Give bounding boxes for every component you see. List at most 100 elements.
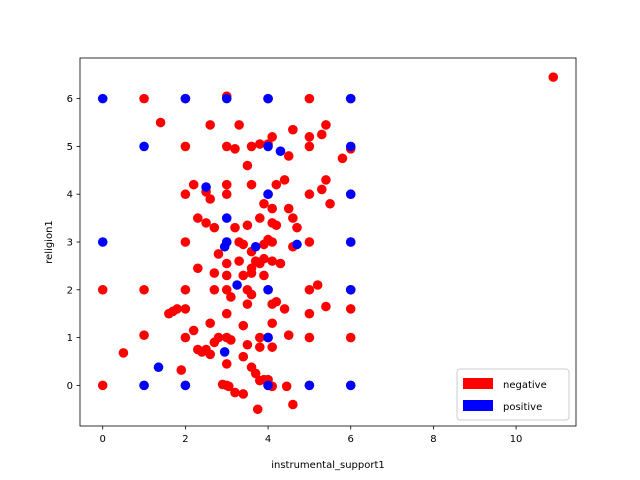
point-negative-19: [246, 141, 257, 152]
point-negative-72: [275, 258, 286, 269]
point-positive-11: [345, 189, 356, 200]
x-tick-label-10: 10: [510, 434, 523, 445]
point-negative-37: [304, 189, 315, 200]
point-negative-12: [288, 124, 298, 135]
y-tick-label-3: 3: [67, 238, 73, 249]
point-negative-147: [238, 389, 249, 399]
point-positive-13: [97, 237, 108, 247]
point-negative-45: [254, 213, 265, 223]
point-negative-94: [242, 299, 253, 309]
point-negative-76: [221, 270, 232, 281]
point-negative-28: [246, 179, 257, 190]
y-axis-ticks: 0 1 2 3 4 5 6: [67, 94, 80, 392]
point-positive-28: [304, 380, 315, 391]
point-positive-8: [345, 141, 356, 152]
point-negative-46: [288, 213, 298, 223]
point-negative-17: [221, 141, 232, 152]
y-tick-label-5: 5: [67, 142, 73, 153]
point-negative-104: [205, 318, 215, 329]
x-axis-ticks: 0 2 4 6 8 10: [100, 426, 523, 445]
point-negative-14: [317, 129, 327, 140]
point-negative-143: [281, 381, 292, 392]
point-negative-42: [267, 203, 278, 214]
legend-swatch-positive: [463, 400, 493, 411]
point-negative-52: [271, 220, 282, 231]
point-negative-49: [209, 222, 220, 233]
y-tick-label-0: 0: [67, 381, 73, 392]
point-positive-1: [180, 93, 191, 104]
point-negative-16: [180, 141, 191, 152]
point-negative-39: [205, 194, 215, 204]
point-positive-24: [153, 362, 164, 373]
point-negative-115: [283, 330, 294, 340]
point-positive-19: [232, 280, 242, 290]
x-tick-label-0: 0: [100, 434, 106, 445]
legend-label-negative: negative: [503, 380, 547, 391]
legend-swatch-negative: [463, 378, 493, 389]
point-negative-63: [304, 237, 315, 247]
point-negative-22: [304, 141, 315, 152]
point-positive-7: [275, 146, 286, 156]
point-negative-48: [201, 218, 211, 228]
legend: negative positive: [456, 368, 570, 421]
point-positive-9: [201, 182, 211, 192]
point-negative-43: [283, 203, 294, 214]
point-negative-13: [304, 132, 315, 142]
point-negative-65: [213, 249, 224, 259]
point-negative-118: [209, 337, 220, 348]
point-negative-97: [345, 304, 356, 314]
point-negative-128: [221, 359, 232, 369]
x-tick-label-4: 4: [265, 434, 271, 445]
point-negative-131: [250, 368, 261, 379]
point-negative-29: [271, 179, 282, 190]
point-negative-101: [180, 304, 191, 314]
point-negative-119: [242, 339, 253, 350]
point-negative-129: [176, 365, 187, 375]
point-negative-10: [254, 139, 265, 149]
point-negative-23: [337, 153, 348, 164]
point-positive-15: [219, 241, 230, 252]
point-negative-70: [259, 253, 269, 264]
point-negative-140: [224, 381, 234, 392]
point-negative-116: [304, 332, 315, 343]
y-tick-label-6: 6: [67, 94, 73, 105]
point-positive-20: [263, 284, 273, 295]
point-negative-93: [271, 296, 282, 307]
point-negative-87: [304, 284, 315, 295]
point-negative-120: [254, 342, 265, 352]
point-positive-3: [263, 93, 273, 104]
point-negative-41: [259, 198, 269, 209]
point-negative-100: [168, 306, 178, 317]
point-negative-108: [139, 330, 149, 340]
point-negative-9: [234, 120, 244, 130]
point-negative-50: [230, 222, 240, 233]
point-negative-106: [267, 318, 278, 329]
point-negative-80: [97, 284, 108, 295]
point-negative-135: [97, 380, 108, 391]
point-negative-44: [242, 220, 253, 231]
point-positive-29: [345, 380, 356, 391]
point-negative-126: [118, 348, 129, 358]
point-negative-18: [230, 144, 240, 154]
point-negative-40: [325, 198, 335, 209]
point-negative-127: [238, 351, 249, 362]
data-points: [97, 72, 559, 415]
point-negative-84: [221, 284, 232, 295]
point-negative-5: [304, 93, 315, 104]
y-axis-label: religion1: [44, 220, 55, 264]
point-negative-21: [283, 151, 294, 161]
point-negative-103: [304, 308, 315, 319]
point-positive-2: [221, 93, 232, 104]
point-negative-73: [193, 263, 203, 274]
legend-label-positive: positive: [503, 402, 542, 413]
point-negative-112: [226, 335, 236, 345]
x-tick-label-2: 2: [182, 434, 188, 445]
point-positive-10: [263, 189, 273, 200]
point-negative-107: [188, 325, 199, 336]
point-negative-33: [180, 189, 191, 200]
point-positive-6: [263, 141, 273, 152]
point-negative-27: [221, 179, 232, 190]
point-negative-125: [205, 349, 215, 360]
point-negative-53: [292, 222, 302, 233]
point-negative-113: [254, 332, 265, 343]
